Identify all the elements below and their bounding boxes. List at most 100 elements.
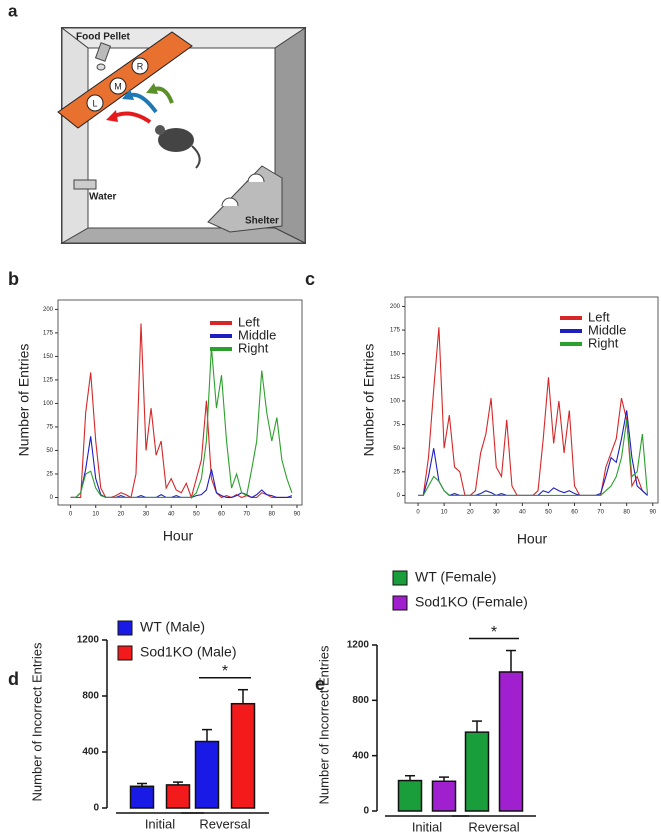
legend-swatch: [392, 570, 408, 586]
port: [109, 77, 127, 95]
legend-label: WT (Male): [140, 619, 205, 635]
port-label: M: [114, 81, 122, 91]
x-axis-label: Hour: [517, 531, 548, 547]
y-tick-label: 1200: [347, 640, 370, 651]
panel-label: a: [8, 1, 18, 20]
series-line: [418, 327, 648, 496]
port-label: L: [92, 98, 97, 108]
diagram-label: Shelter: [245, 216, 279, 227]
y-tick-label: 25: [393, 469, 400, 475]
series-line: [70, 436, 293, 499]
annotation: *: [491, 624, 497, 641]
y-axis-label: Number of Incorrect Entries: [316, 645, 331, 804]
y-tick-label: 50: [46, 448, 53, 454]
y-tick-label: 800: [352, 695, 369, 706]
arrow-head: [146, 83, 158, 94]
y-tick-label: 400: [82, 747, 99, 758]
x-tick-label: 80: [268, 512, 275, 518]
bar: [194, 740, 220, 809]
y-tick-label: 0: [363, 806, 369, 817]
x-tick-label: 90: [294, 512, 301, 518]
legend-label: Middle: [238, 327, 276, 342]
panel-label: d: [8, 669, 19, 689]
x-tick-label: Initial: [145, 816, 175, 831]
shelter-hole: [221, 173, 265, 207]
y-tick-label: 175: [43, 330, 54, 336]
y-tick-label: 0: [397, 493, 401, 499]
y-tick-label: 125: [390, 375, 401, 381]
x-tick-label: 60: [218, 512, 225, 518]
port: [131, 57, 149, 75]
mouse-tail: [191, 145, 201, 169]
x-tick-label: Initial: [412, 819, 442, 834]
y-tick-label: 175: [390, 328, 401, 334]
diagram: a L M R Food Pellet Water Shelter: [8, 1, 307, 244]
panel-label: e: [315, 674, 325, 694]
panel-label: b: [8, 269, 19, 289]
y-tick-label: 0: [50, 495, 54, 501]
x-tick-label: 90: [649, 510, 656, 516]
legend-label: Right: [238, 340, 269, 355]
legend-label: Right: [588, 335, 619, 350]
bar: [230, 702, 256, 809]
y-tick-label: 25: [46, 472, 53, 478]
plot-frame: [404, 296, 659, 504]
series-line: [418, 419, 649, 496]
x-tick-label: 60: [571, 510, 578, 516]
series-line: [70, 346, 293, 499]
port: [86, 94, 104, 112]
bar: [431, 780, 457, 812]
y-tick-label: 400: [352, 750, 369, 761]
x-tick-label: Reversal: [468, 819, 519, 834]
y-axis-label: Number of Entries: [16, 344, 32, 457]
x-tick-label: 20: [467, 510, 474, 516]
y-tick-label: 150: [43, 354, 54, 360]
y-tick-label: 75: [46, 425, 53, 431]
y-tick-label: 0: [93, 803, 99, 814]
left-wall: [61, 26, 89, 244]
legend-swatch: [392, 595, 408, 611]
legend-label: Sod1KO (Female): [415, 594, 528, 610]
x-tick-label: 50: [193, 512, 200, 518]
x-tick-label: 40: [168, 512, 175, 518]
legend-swatch: [117, 620, 133, 636]
annotation: *: [222, 663, 228, 680]
legend-label: Sod1KO (Male): [140, 644, 236, 660]
x-axis-label: Hour: [163, 528, 194, 544]
legend-label: Left: [588, 309, 610, 324]
y-tick-label: 100: [390, 399, 401, 405]
legend-swatch: [117, 645, 133, 661]
bar: [464, 731, 490, 812]
x-tick-label: 10: [441, 510, 448, 516]
x-tick-label: 10: [92, 512, 99, 518]
mouse: [158, 128, 194, 152]
y-tick-label: 150: [390, 351, 401, 357]
y-tick-label: 200: [390, 304, 401, 310]
legend-label: WT (Female): [415, 569, 496, 585]
panel-label: c: [305, 269, 315, 289]
y-axis-label: Number of Entries: [361, 344, 377, 457]
y-tick-label: 125: [43, 378, 54, 384]
port-label: R: [137, 61, 144, 71]
mouse-ear: [155, 125, 165, 135]
y-tick-label: 200: [43, 307, 54, 313]
bar: [129, 785, 155, 809]
x-tick-label: 20: [118, 512, 125, 518]
y-tick-label: 800: [82, 691, 99, 702]
y-tick-label: 1200: [77, 635, 100, 646]
x-tick-label: 40: [519, 510, 526, 516]
pellet: [96, 63, 106, 71]
y-tick-label: 100: [43, 401, 54, 407]
water-bottle: [73, 179, 97, 190]
x-tick-label: 80: [623, 510, 630, 516]
legend-label: Left: [238, 314, 260, 329]
legend-label: Middle: [588, 322, 626, 337]
x-tick-label: 0: [416, 510, 420, 516]
x-tick-label: 70: [597, 510, 604, 516]
x-tick-label: 30: [493, 510, 500, 516]
y-tick-label: 75: [393, 422, 400, 428]
plot-frame: [57, 299, 303, 506]
x-tick-label: 50: [545, 510, 552, 516]
y-tick-label: 50: [393, 446, 400, 452]
